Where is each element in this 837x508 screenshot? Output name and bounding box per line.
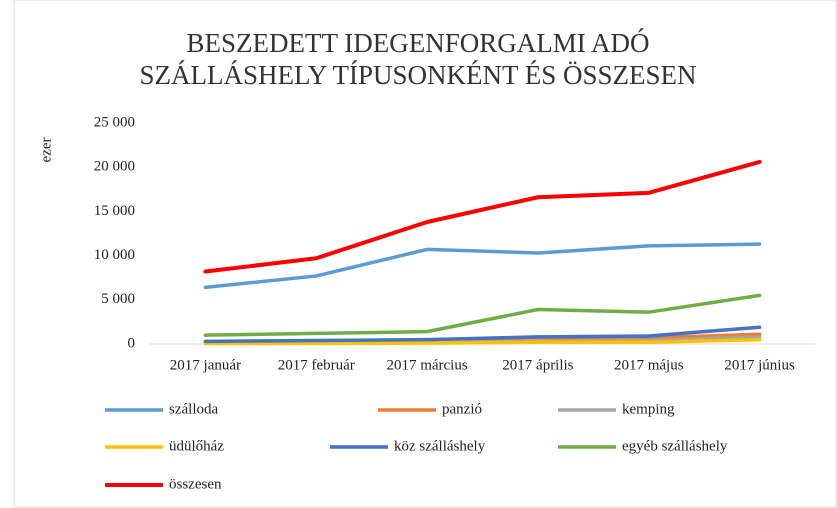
y-tick-label: 0 [128,335,136,351]
chart-frame [13,0,837,508]
series-line [203,325,762,344]
legend-label: kemping [622,401,675,417]
series-line [203,293,762,337]
y-tick-label: 15 000 [94,203,135,219]
x-tick-label: 2017 június [724,357,795,373]
x-tick-label: 2017 március [386,357,467,373]
legend-label: összesen [169,476,222,492]
x-tick-label: 2017 április [502,357,573,373]
series-line [203,242,762,290]
chart-title: SZÁLLÁSHELY TÍPUSONKÉNT ÉS ÖSSZESEN [139,60,696,90]
x-tick-label: 2017 február [278,357,355,373]
x-tick-label: 2017 január [170,357,241,373]
legend-label: egyéb szálláshely [622,438,728,454]
y-tick-label: 5 000 [101,291,135,307]
legend-label: panzió [442,401,482,417]
y-tick-label: 10 000 [94,247,135,263]
y-tick-label: 20 000 [94,159,135,175]
legend-label: üdülőház [169,438,224,454]
legend-label: szálloda [169,401,218,417]
legend-label: köz szálláshely [394,438,486,454]
series-line [203,337,762,346]
series-line [203,159,762,274]
chart-title: BESZEDETT IDEGENFORGALMI ADÓ [187,28,650,58]
x-tick-label: 2017 május [614,357,684,373]
y-axis-label: ezer [38,138,54,163]
y-tick-label: 25 000 [94,114,135,130]
